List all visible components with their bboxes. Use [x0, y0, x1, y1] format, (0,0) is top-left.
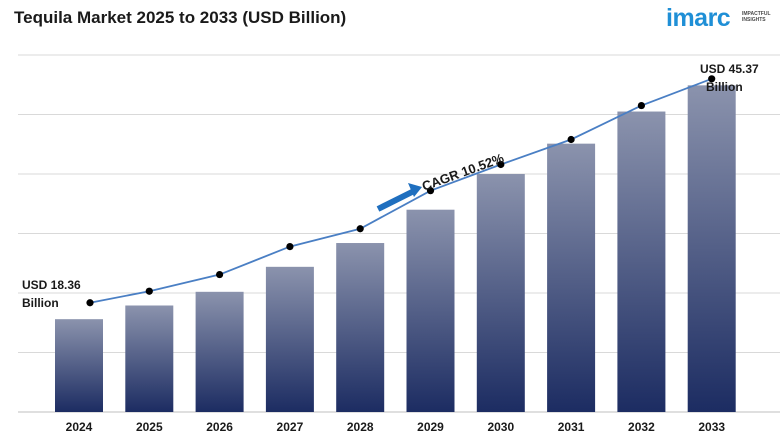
end-value-label-line1: USD 45.37 — [700, 62, 759, 76]
trend-point — [426, 187, 435, 195]
trend-line — [89, 77, 713, 304]
imarc-logo: imarc IMPACTFUL INSIGHTS — [666, 4, 776, 38]
x-tick-label: 2029 — [417, 420, 444, 434]
x-tick-label: 2030 — [487, 420, 514, 434]
bar-2033 — [687, 85, 736, 412]
bars — [55, 85, 736, 413]
start-value-label-line1: USD 18.36 — [22, 278, 81, 292]
end-value-label-line2: Billion — [706, 80, 743, 94]
trend-point — [286, 242, 294, 251]
start-value-label-line2: Billion — [22, 296, 59, 310]
trend-line-group — [86, 75, 716, 307]
trend-point — [637, 101, 646, 110]
logo-tagline: IMPACTFUL INSIGHTS — [742, 11, 771, 23]
trend-point — [356, 225, 364, 233]
bar-2032 — [617, 111, 666, 413]
bar-2031 — [547, 143, 596, 412]
x-tick-label: 2031 — [558, 420, 585, 434]
trend-point — [145, 287, 153, 295]
bar-2027 — [265, 266, 314, 412]
cagr-arrow-shaft — [376, 188, 416, 212]
chart-title: Tequila Market 2025 to 2033 (USD Billion… — [14, 8, 347, 27]
bar-2028 — [336, 243, 385, 412]
trend-point — [708, 75, 716, 83]
bar-2030 — [476, 174, 525, 412]
trend-point — [86, 299, 94, 307]
bar-2029 — [406, 209, 455, 412]
x-tick-label: 2028 — [347, 420, 374, 434]
x-tick-label: 2025 — [136, 420, 163, 434]
logo-wordmark: imarc — [666, 4, 731, 32]
x-axis-ticks: 2024 2025 2026 2027 2028 2029 2030 2031 2032 2033 — [66, 420, 726, 434]
cagr-arrow-head — [408, 183, 422, 197]
x-tick-label: 2032 — [628, 420, 655, 434]
x-tick-label: 2024 — [66, 420, 93, 434]
bar-2025 — [125, 305, 174, 412]
trend-point — [567, 135, 575, 144]
trend-point — [216, 270, 224, 279]
x-tick-label: 2027 — [277, 420, 304, 434]
x-tick-label: 2026 — [206, 420, 233, 434]
bar-2024 — [55, 319, 103, 412]
x-tick-label: 2033 — [698, 420, 725, 434]
bar-2026 — [195, 291, 244, 412]
trend-point — [497, 160, 505, 169]
